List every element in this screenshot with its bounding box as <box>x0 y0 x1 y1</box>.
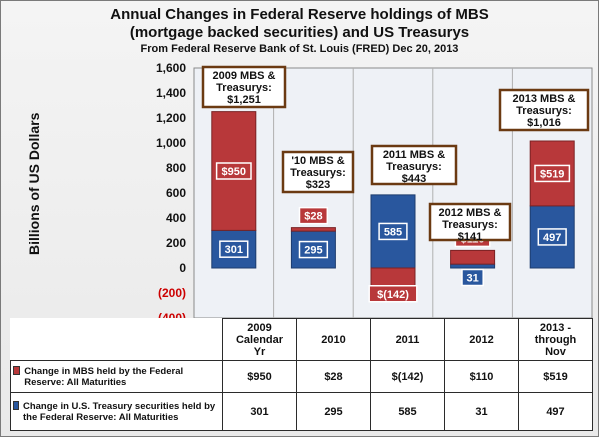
col-header-line: 2013 - <box>539 321 572 334</box>
data-label-treasury-bg <box>461 268 484 287</box>
col-header-line: Yr <box>253 345 266 358</box>
annotation-text: $1,251 <box>227 94 261 106</box>
col-header-2013: 2013 - through Nov <box>518 318 593 361</box>
annotation-text: Treasurys: <box>216 82 272 94</box>
data-label-mbs: $519 <box>540 168 564 180</box>
bar-mbs <box>450 249 496 265</box>
y-tick-label: (200) <box>158 286 186 300</box>
y-tick-label: 600 <box>166 186 186 200</box>
y-tick-label: 200 <box>166 236 186 250</box>
data-label-treasury: 295 <box>304 245 322 257</box>
chart-title: Annual Changes in Federal Reserve holdin… <box>110 6 489 23</box>
y-tick-label: 800 <box>166 161 186 175</box>
data-label-mbs: $950 <box>222 166 246 178</box>
data-label-treasury-bg <box>378 222 408 241</box>
annotation-text: Treasurys: <box>386 161 442 173</box>
annotation-box <box>428 202 512 242</box>
chart-source: From Federal Reserve Bank of St. Louis (… <box>140 43 459 55</box>
legend-label-mbs: Change in MBS held by the Federal Reserv… <box>24 365 184 388</box>
data-label-mbs-bg <box>368 285 418 303</box>
bar-treasury <box>450 263 496 269</box>
data-label-mbs-bg <box>215 162 252 180</box>
annotation-text: $443 <box>402 173 426 185</box>
table-corner <box>10 318 223 361</box>
y-tick-label: 0 <box>179 261 186 275</box>
annotation-text: Treasurys: <box>516 105 572 117</box>
col-header-line: Nov <box>545 345 566 358</box>
data-label-treasury: 31 <box>466 273 478 285</box>
data-label-treasury: 301 <box>225 244 243 256</box>
table-cell: 31 <box>444 392 519 431</box>
annotation-text: $323 <box>306 179 330 191</box>
table-header-row: 2009 Calendar Yr 2010 2011 2012 2013 - t… <box>10 318 593 361</box>
table-row-treasury: Change in U.S. Treasury securities held … <box>10 392 593 431</box>
table-cell: $950 <box>222 360 297 393</box>
data-label-mbs: $28 <box>304 211 322 223</box>
legend-swatch-treasury <box>13 400 19 410</box>
legend-swatch-mbs <box>13 365 21 375</box>
bar-mbs <box>290 227 336 232</box>
data-label-treasury-bg <box>219 240 249 258</box>
annotation-text: Treasurys: <box>290 167 346 179</box>
col-header-2011: 2011 <box>370 318 445 361</box>
legend-treasury: Change in U.S. Treasury securities held … <box>10 392 223 431</box>
annotation-text: 2013 MBS & <box>513 93 576 105</box>
y-tick-label: 1,400 <box>156 86 186 100</box>
col-header-2009: 2009 Calendar Yr <box>222 318 297 361</box>
annotation-text: 2009 MBS & <box>213 70 276 82</box>
annotation-text: Treasurys: <box>442 219 498 231</box>
data-label-mbs-bg <box>298 206 329 225</box>
data-label-treasury: 585 <box>384 226 402 238</box>
col-header-line: 2011 <box>395 333 420 346</box>
annotation-text: $141 <box>458 231 482 243</box>
data-label-mbs: $(142) <box>377 289 409 301</box>
table-cell: $519 <box>518 360 593 393</box>
table-cell: $(142) <box>370 360 445 393</box>
table-cell: 497 <box>518 392 593 431</box>
y-tick-label: 1,600 <box>156 61 186 75</box>
table-row-mbs: Change in MBS held by the Federal Reserv… <box>10 360 593 393</box>
table-cell: 301 <box>222 392 297 431</box>
annotation-box <box>498 88 590 132</box>
table-cell: $28 <box>296 360 371 393</box>
annotation-text: '10 MBS & <box>291 155 344 167</box>
table-cell: 295 <box>296 392 371 431</box>
annotation-text: 2011 MBS & <box>383 149 445 161</box>
data-table: 2009 Calendar Yr 2010 2011 2012 2013 - t… <box>10 318 593 431</box>
annotation-box <box>370 144 458 186</box>
col-header-line: Calendar <box>235 333 284 346</box>
annotation-box <box>201 65 287 109</box>
annotation-box <box>281 150 355 194</box>
table-cell: $110 <box>444 360 519 393</box>
annotation-text: $1,016 <box>527 117 561 129</box>
legend-label-treasury: Change in U.S. Treasury securities held … <box>22 400 216 423</box>
col-header-line: 2012 <box>469 333 494 346</box>
y-tick-label: 1,000 <box>156 136 186 150</box>
y-tick-label: 1,200 <box>156 111 186 125</box>
data-label-treasury: 497 <box>543 232 561 244</box>
data-label-treasury-bg <box>298 240 329 259</box>
table-cell: 585 <box>370 392 445 431</box>
col-header-2010: 2010 <box>296 318 371 361</box>
col-header-2012: 2012 <box>444 318 519 361</box>
data-label-treasury-bg <box>537 228 567 246</box>
col-header-line: 2009 <box>247 321 272 334</box>
chart-title-line-2: (mortgage backed securities) and US Trea… <box>129 24 470 41</box>
legend-mbs: Change in MBS held by the Federal Reserv… <box>10 360 223 393</box>
col-header-line: 2010 <box>321 333 346 346</box>
bar-mbs <box>370 267 416 287</box>
col-header-line: through <box>534 333 577 346</box>
y-tick-label: 400 <box>166 211 186 225</box>
annotation-text: 2012 MBS & <box>439 207 502 219</box>
data-label-mbs-bg <box>534 164 571 183</box>
